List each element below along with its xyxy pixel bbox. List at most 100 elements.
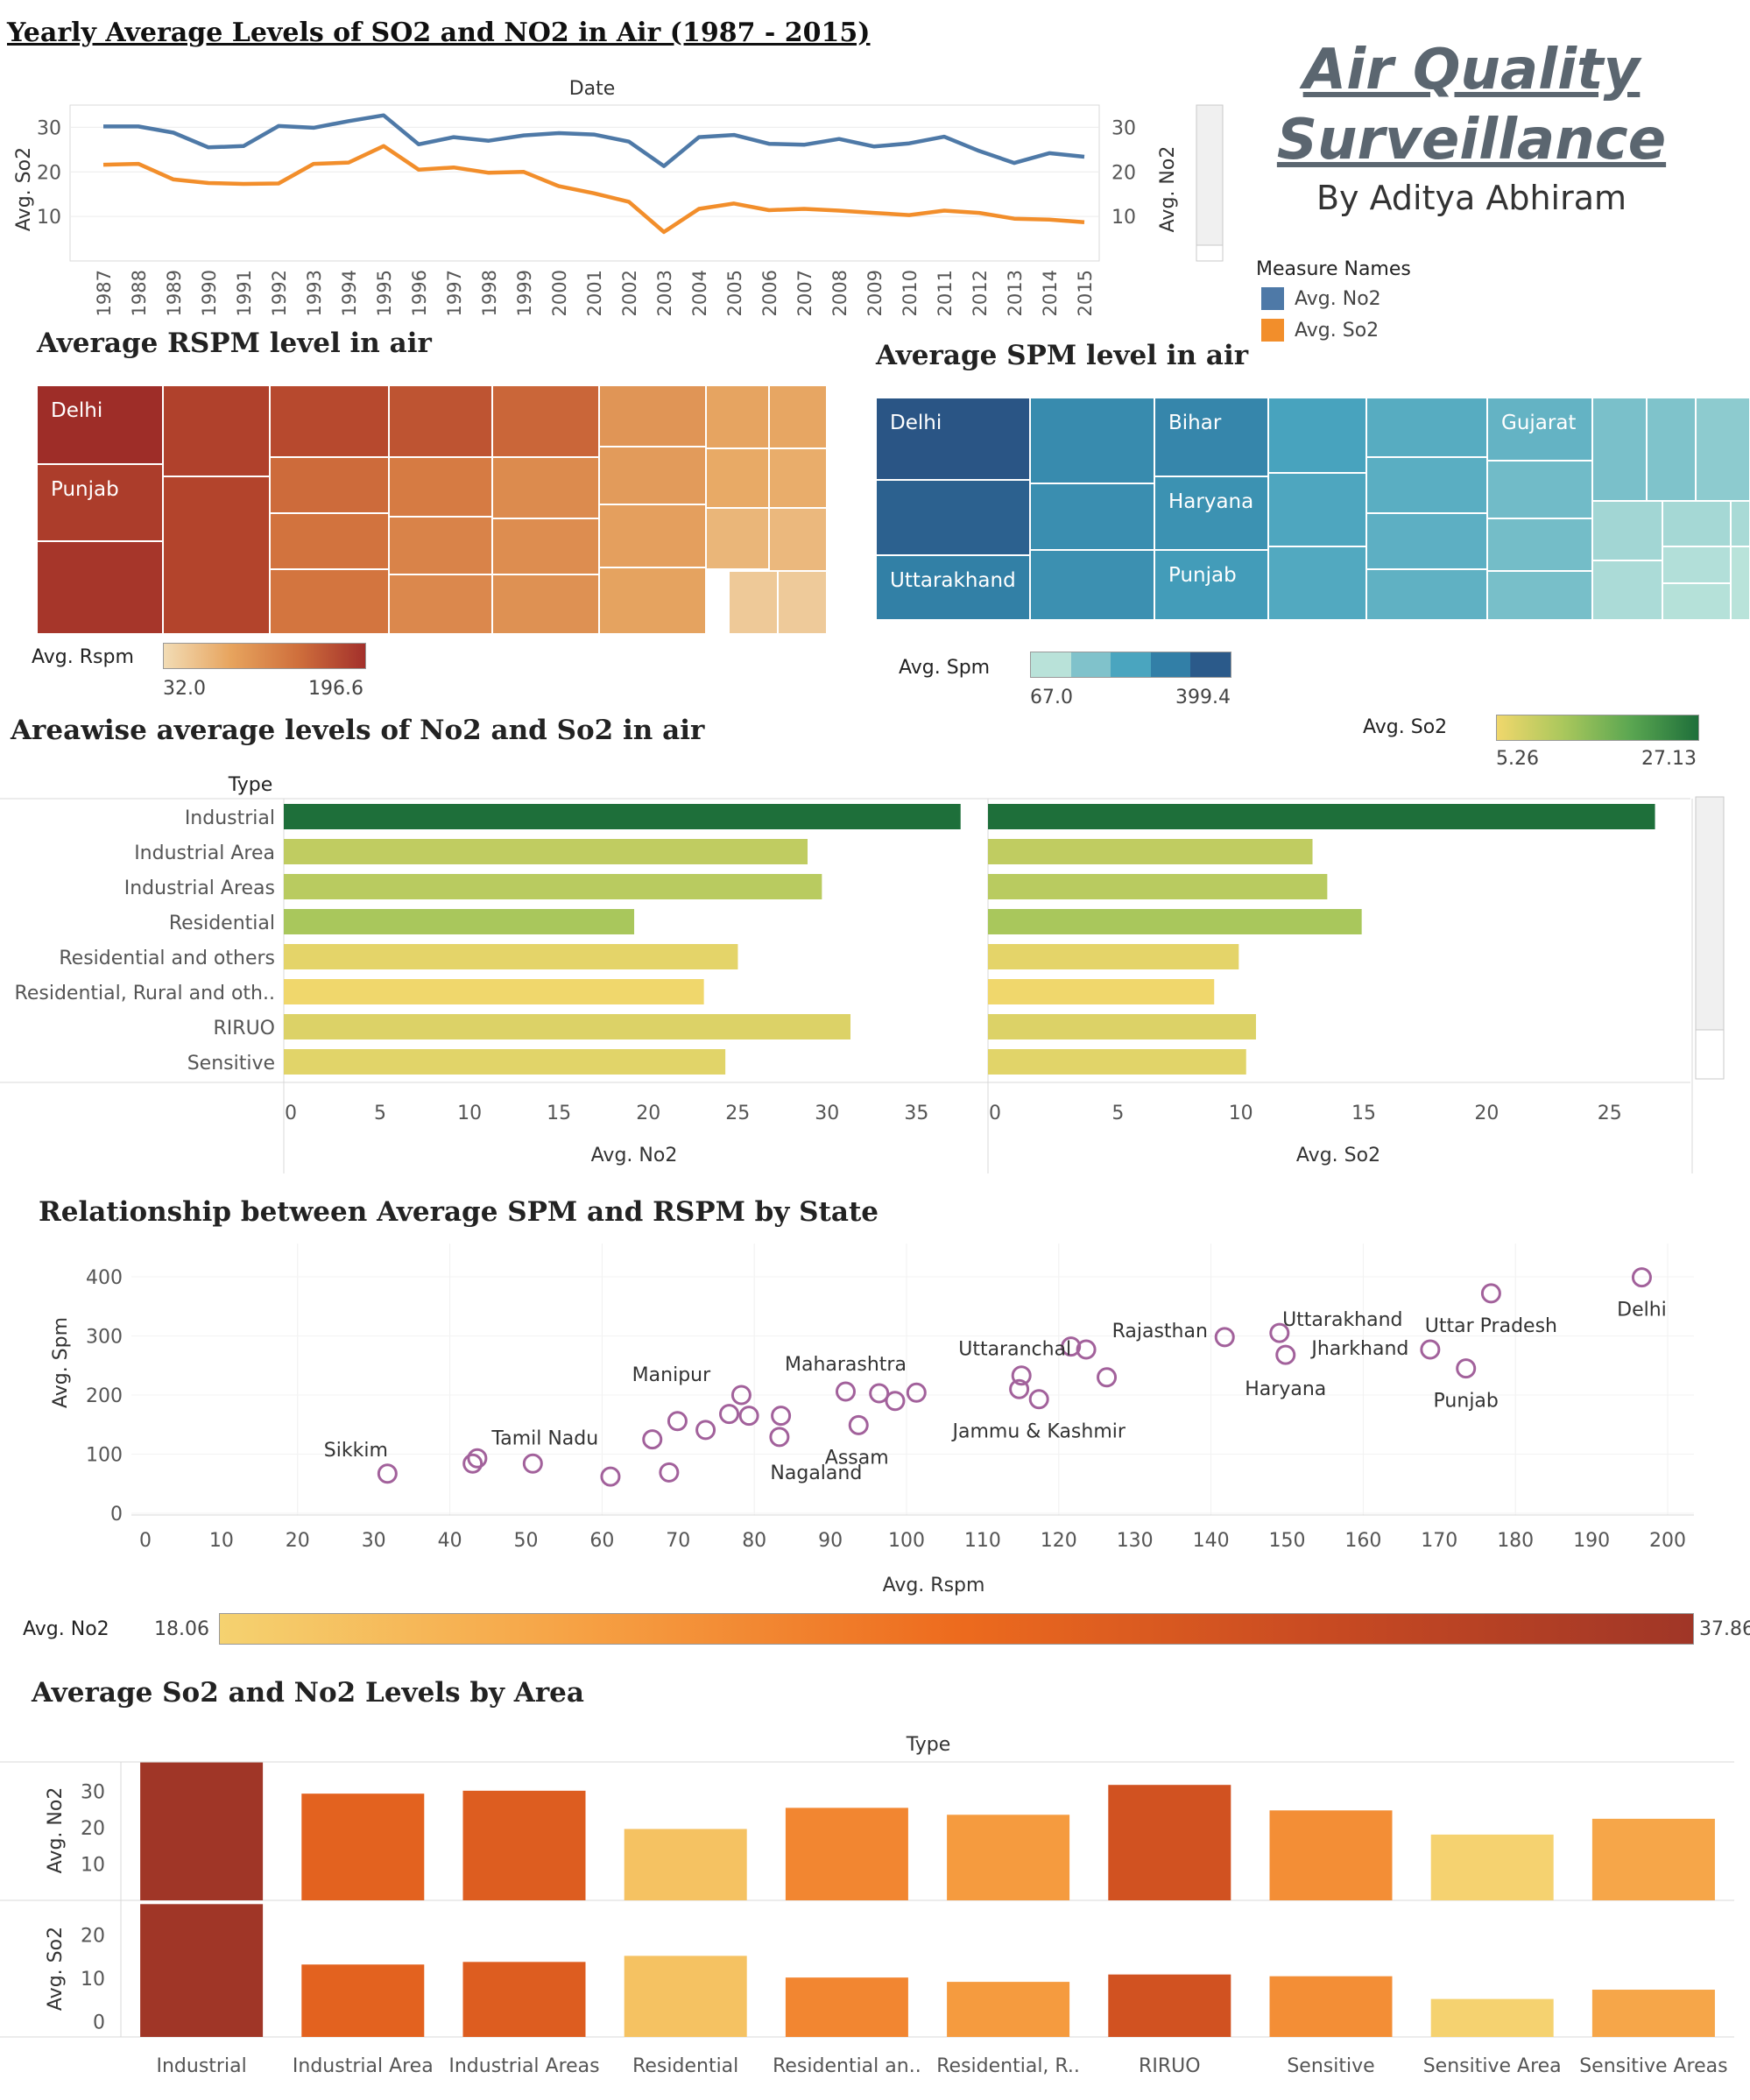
rspm-tile[interactable]	[705, 384, 770, 449]
rspm-tile[interactable]	[36, 540, 164, 635]
scatter-point[interactable]	[1061, 1336, 1082, 1357]
hbar-bar-no2[interactable]	[284, 979, 704, 1004]
vbar-bar-so2[interactable]	[1591, 1990, 1715, 2037]
vbar-bar-no2[interactable]	[462, 1790, 586, 1900]
spm-tile[interactable]	[1662, 500, 1732, 547]
scatter-point[interactable]	[1631, 1267, 1652, 1288]
rspm-tile[interactable]	[269, 456, 390, 514]
scatter-point[interactable]	[695, 1420, 716, 1441]
scatter-point[interactable]	[522, 1453, 543, 1474]
measure-legend-item-so2[interactable]: Avg. So2	[1256, 319, 1519, 342]
rspm-tile[interactable]	[269, 568, 390, 635]
hbar-bar-so2[interactable]	[988, 944, 1239, 969]
hbar-bar-so2[interactable]	[988, 1014, 1256, 1039]
rspm-tile[interactable]	[388, 516, 493, 575]
rspm-tile[interactable]	[598, 504, 707, 568]
scatter-point[interactable]	[600, 1466, 621, 1487]
rspm-tile[interactable]	[768, 384, 828, 449]
spm-tile[interactable]	[1267, 546, 1367, 621]
spm-tile[interactable]	[876, 479, 1031, 556]
vbar-bar-so2[interactable]	[947, 1982, 1070, 2037]
rspm-tile[interactable]	[768, 447, 828, 509]
spm-tile[interactable]	[1730, 500, 1750, 547]
spm-tile[interactable]	[1695, 397, 1750, 502]
scatter-point[interactable]	[1269, 1322, 1290, 1343]
rspm-tile[interactable]	[491, 384, 600, 458]
scatter-point[interactable]	[377, 1463, 398, 1484]
rspm-tile[interactable]	[598, 384, 707, 447]
vbar-bar-so2[interactable]	[624, 1956, 747, 2037]
scatter-point[interactable]	[642, 1429, 663, 1450]
spm-tile[interactable]	[876, 554, 1031, 621]
scatter-point[interactable]	[769, 1427, 790, 1448]
rspm-tile[interactable]	[705, 507, 770, 570]
vbar-bar-so2[interactable]	[462, 1962, 586, 2037]
line-scrollbar[interactable]	[1196, 104, 1224, 262]
vbar-bar-no2[interactable]	[1269, 1810, 1393, 1900]
vbar-bar-no2[interactable]	[785, 1808, 908, 1900]
scatter-point[interactable]	[1028, 1389, 1049, 1410]
rspm-tile[interactable]	[269, 384, 390, 458]
scatter-point[interactable]	[462, 1453, 483, 1474]
scatter-point[interactable]	[738, 1406, 759, 1427]
spm-tile[interactable]	[1154, 397, 1269, 477]
rspm-tile[interactable]	[491, 456, 600, 519]
rspm-tile[interactable]	[728, 570, 779, 635]
rspm-tile[interactable]	[598, 446, 707, 505]
rspm-tile[interactable]	[768, 507, 828, 572]
hbar-bar-so2[interactable]	[988, 874, 1328, 899]
line-series-no2[interactable]	[103, 113, 1085, 168]
vbar-bar-so2[interactable]	[785, 1977, 908, 2037]
spm-tile[interactable]	[876, 397, 1031, 481]
rspm-tile[interactable]	[777, 570, 828, 635]
hbar-bar-no2[interactable]	[284, 874, 822, 899]
spm-tile[interactable]	[1486, 397, 1593, 462]
rspm-tile[interactable]	[162, 384, 271, 477]
scatter-point[interactable]	[719, 1404, 740, 1425]
rspm-tile[interactable]	[36, 384, 164, 465]
scatter-point[interactable]	[467, 1448, 488, 1469]
hbar-bar-no2[interactable]	[284, 1014, 851, 1039]
scatter-point[interactable]	[869, 1383, 890, 1404]
scatter-point[interactable]	[667, 1411, 688, 1432]
spm-tile[interactable]	[1365, 397, 1488, 458]
hbar-bar-no2[interactable]	[284, 804, 961, 829]
spm-tile[interactable]	[1486, 460, 1593, 519]
vbar-bar-so2[interactable]	[1430, 1998, 1554, 2037]
spm-tile[interactable]	[1029, 397, 1155, 484]
hbar-bar-no2[interactable]	[284, 1049, 726, 1075]
rspm-tile[interactable]	[162, 476, 271, 635]
hbar-bar-so2[interactable]	[988, 979, 1215, 1004]
vbar-bar-no2[interactable]	[301, 1793, 425, 1900]
spm-tile[interactable]	[1154, 476, 1269, 551]
rspm-tile[interactable]	[491, 518, 600, 575]
spm-tile[interactable]	[1486, 570, 1593, 621]
spm-tile[interactable]	[1267, 397, 1367, 474]
spm-tile[interactable]	[1486, 518, 1593, 572]
rspm-tile[interactable]	[705, 447, 770, 509]
spm-tile[interactable]	[1591, 560, 1663, 621]
spm-tile[interactable]	[1730, 546, 1750, 621]
vbar-bar-so2[interactable]	[1108, 1974, 1231, 2037]
scatter-point[interactable]	[1214, 1327, 1235, 1348]
line-series-so2[interactable]	[102, 144, 1085, 235]
vbar-bar-so2[interactable]	[301, 1964, 425, 2037]
hbar-bar-so2[interactable]	[988, 909, 1362, 934]
spm-tile[interactable]	[1267, 472, 1367, 547]
rspm-tile[interactable]	[36, 463, 164, 542]
spm-tile[interactable]	[1029, 549, 1155, 621]
scatter-point[interactable]	[1420, 1339, 1441, 1360]
spm-tile[interactable]	[1646, 397, 1697, 502]
scatter-point[interactable]	[848, 1414, 869, 1435]
rspm-tile[interactable]	[269, 512, 390, 570]
spm-tile[interactable]	[1662, 582, 1732, 621]
scatter-point[interactable]	[1011, 1365, 1032, 1386]
hbar-bar-so2[interactable]	[988, 804, 1655, 829]
vbar-bar-no2[interactable]	[1430, 1834, 1554, 1900]
line-scrollbar-thumb[interactable]	[1196, 244, 1224, 262]
spm-tile[interactable]	[1154, 549, 1269, 621]
scatter-point[interactable]	[1275, 1344, 1296, 1365]
rspm-tile[interactable]	[388, 384, 493, 458]
hbar-bar-so2[interactable]	[988, 1049, 1246, 1075]
vbar-bar-so2[interactable]	[140, 1904, 264, 2037]
